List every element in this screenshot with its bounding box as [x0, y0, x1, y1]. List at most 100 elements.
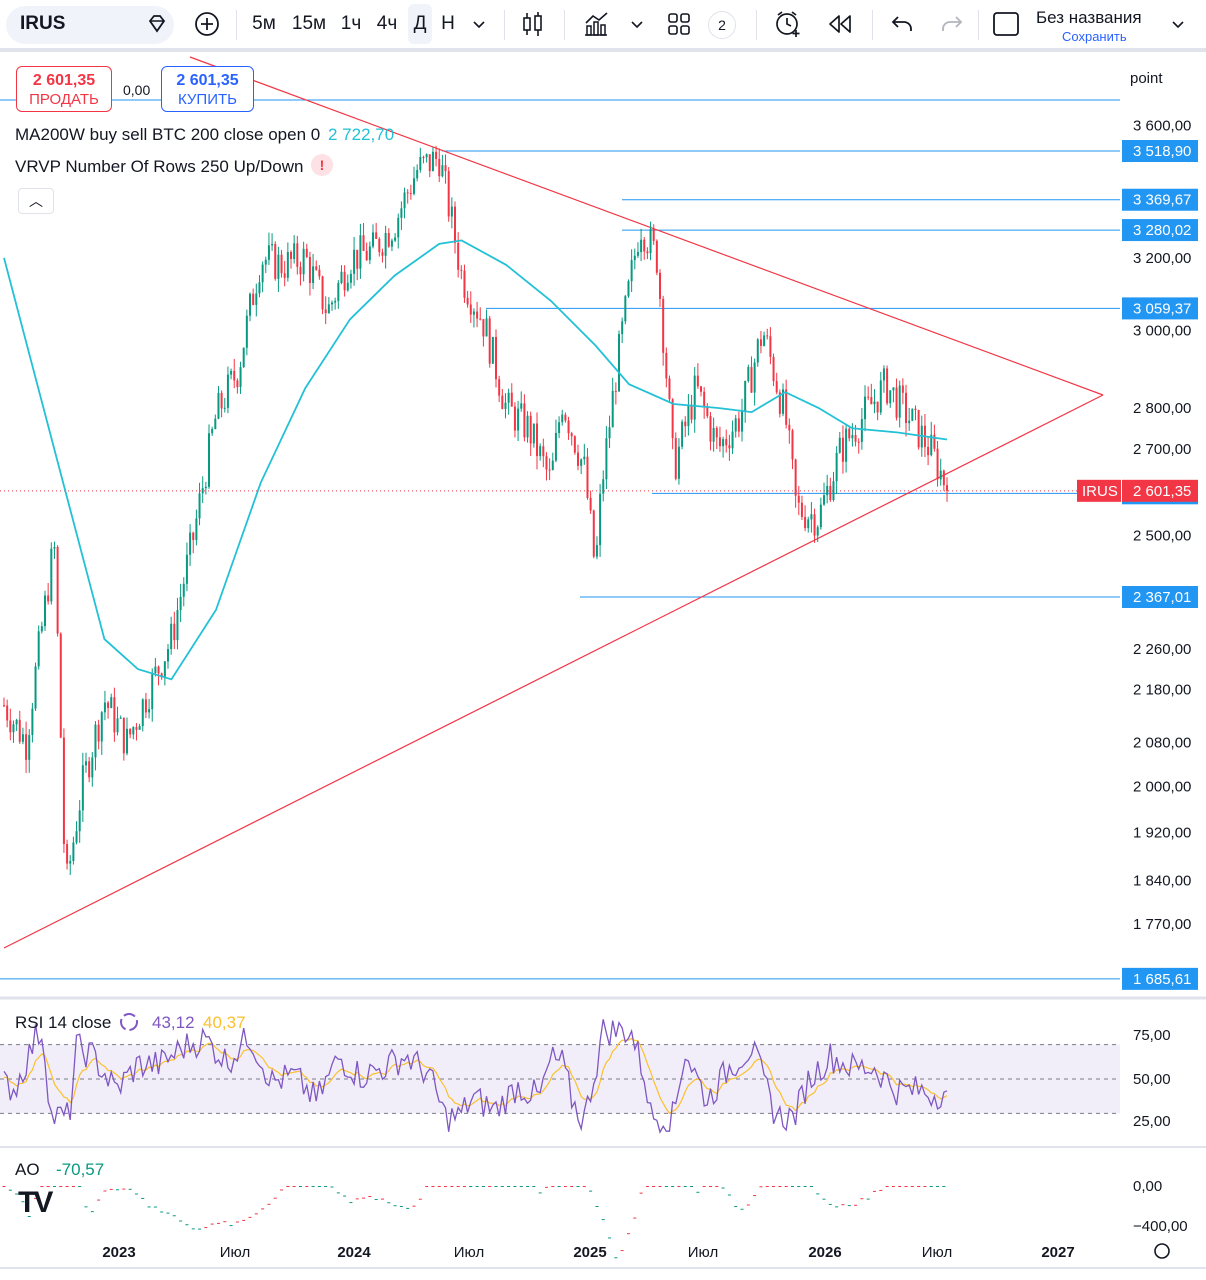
indicators-icon[interactable]	[578, 0, 614, 48]
candle-body	[649, 228, 652, 254]
save-link[interactable]: Сохранить	[1062, 29, 1127, 44]
ao-bar	[683, 1186, 687, 1187]
candle-body	[630, 260, 633, 282]
candle-body	[201, 488, 204, 494]
timeframe-15m[interactable]: 15м	[291, 13, 327, 34]
candle-body	[715, 427, 718, 438]
candle-body	[189, 532, 192, 555]
candle-body	[135, 727, 138, 730]
layout-grid-icon[interactable]	[662, 0, 696, 48]
chart-area[interactable]: 3 600,00 3 200,00 3 000,00 2 800,00 2 700,00…	[0, 52, 1206, 1280]
symbol-search-button[interactable]	[6, 6, 174, 44]
candle-body	[942, 470, 945, 486]
ao-bar	[923, 1186, 927, 1187]
price-tick-label: 2 000,00	[1133, 779, 1191, 796]
ao-bar	[349, 1202, 353, 1204]
diamond-icon[interactable]	[142, 0, 172, 48]
candle-body	[703, 391, 706, 408]
timeframe-week[interactable]: Н	[441, 13, 455, 34]
price-chart-svg[interactable]: 3 600,00 3 200,00 3 000,00 2 800,00 2 700,00…	[0, 52, 1206, 1280]
rsi-legend-label[interactable]: RSI 14 close	[15, 1013, 112, 1032]
candle-body	[198, 493, 201, 519]
ao-bar	[71, 1186, 75, 1187]
candle-body	[315, 266, 318, 270]
collapse-legend-button[interactable]: ︿	[18, 188, 54, 214]
candle-body	[252, 293, 255, 305]
scale-unit-label[interactable]: point	[1124, 62, 1198, 94]
ao-bar	[803, 1186, 807, 1187]
price-tick-label: 1 920,00	[1133, 824, 1191, 841]
ao-bar	[879, 1189, 883, 1191]
chevron-down-icon[interactable]	[466, 0, 492, 48]
ao-bar	[160, 1211, 164, 1213]
ao-legend-label[interactable]: AO	[15, 1160, 40, 1179]
fullscreen-icon[interactable]	[988, 0, 1024, 48]
candle-body	[327, 304, 330, 314]
ao-bar	[620, 1250, 624, 1252]
candle-body	[848, 428, 851, 439]
candle-body	[728, 445, 731, 449]
candle-body	[176, 610, 179, 641]
candle-body	[889, 390, 892, 404]
timeframe-1h[interactable]: 1ч	[340, 13, 362, 34]
buy-button[interactable]: 2 601,35 КУПИТЬ	[161, 66, 254, 112]
layout-title[interactable]: Без названия	[1036, 8, 1142, 27]
replay-icon[interactable]	[822, 0, 858, 48]
candle-body	[460, 269, 463, 271]
ao-bar	[828, 1203, 832, 1205]
level-tag	[1122, 188, 1198, 211]
candle-body	[286, 252, 289, 278]
sell-button[interactable]: 2 601,35 ПРОДАТЬ	[16, 66, 112, 112]
candle-body	[258, 282, 261, 294]
candle-body	[53, 547, 56, 549]
layout-count-badge[interactable]: 2	[708, 11, 736, 39]
timeframe-4h[interactable]: 4ч	[376, 13, 398, 34]
candle-body	[296, 243, 299, 267]
candle-body	[785, 389, 788, 425]
candle-body	[255, 293, 258, 305]
ao-bar	[790, 1186, 794, 1187]
candle-body	[233, 370, 236, 381]
add-symbol-icon[interactable]	[190, 0, 224, 48]
candle-body	[100, 712, 103, 742]
candle-body	[532, 423, 535, 444]
candle-body	[91, 757, 94, 778]
ao-bar	[65, 1186, 69, 1187]
candle-body	[50, 548, 53, 602]
candle-body	[756, 339, 759, 363]
time-tick-label: Июл	[688, 1244, 718, 1261]
timeframe-day[interactable]: Д	[408, 4, 432, 44]
alert-clock-icon[interactable]	[770, 0, 806, 48]
vrvp-legend-label[interactable]: VRVP Number Of Rows 250 Up/Down	[15, 157, 304, 176]
timeframe-5m[interactable]: 5м	[252, 13, 276, 34]
chevron-down-icon[interactable]	[1166, 0, 1190, 48]
candle-body	[293, 243, 296, 260]
ao-bar	[677, 1186, 681, 1187]
candle-body	[419, 157, 422, 170]
undo-icon[interactable]	[884, 0, 920, 48]
candle-body	[472, 311, 475, 315]
ao-bar	[8, 1189, 12, 1191]
candle-body	[687, 404, 690, 427]
warning-icon[interactable]: !	[311, 154, 333, 176]
candle-body	[829, 485, 832, 501]
candle-body	[794, 459, 797, 496]
candle-body	[15, 719, 18, 725]
candles-icon[interactable]	[516, 0, 550, 48]
rsi-settings-icon[interactable]	[118, 1011, 140, 1038]
ao-bar	[595, 1206, 599, 1208]
candle-body	[895, 387, 898, 418]
time-tick-label: 2023	[102, 1244, 135, 1261]
ma-legend-label[interactable]: MA200W buy sell BTC 200 close open 0	[15, 125, 321, 144]
ao-bar	[248, 1216, 252, 1218]
candle-body	[346, 282, 349, 291]
ao-bar	[84, 1206, 88, 1208]
ao-bar	[582, 1186, 586, 1187]
candle-body	[655, 240, 658, 273]
redo-icon[interactable]	[934, 0, 970, 48]
candle-body	[97, 724, 100, 742]
chevron-down-icon[interactable]	[624, 0, 650, 48]
candle-body	[78, 810, 81, 832]
candle-body	[791, 430, 794, 460]
candle-body	[170, 623, 173, 650]
